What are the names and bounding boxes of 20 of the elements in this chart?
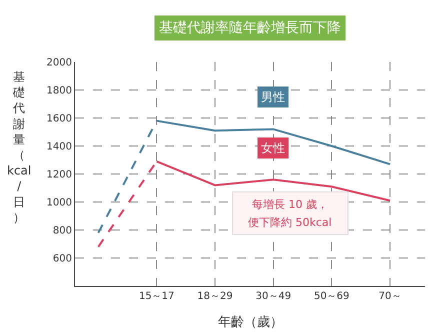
annotation: 每增長 10 歲，: [252, 198, 328, 211]
chart-title: 基礎代謝率隨年齡增長而下降: [159, 20, 341, 36]
y-tick-label: 800: [52, 226, 72, 236]
y-tick-label: 2000: [46, 58, 72, 68]
annotation: 便下降約 50kcal: [248, 216, 332, 229]
y-tick-label: 1600: [46, 114, 72, 124]
x-tick-label: 30～49: [256, 291, 292, 302]
text: 女性: [261, 141, 285, 155]
y-tick-label: 1400: [46, 142, 72, 152]
y-tick-label: 1200: [46, 170, 72, 180]
y-tick-label: 1000: [46, 198, 72, 208]
y-tick-label: 600: [52, 254, 72, 264]
text: 基礎代謝量（kcal/日）: [7, 70, 32, 224]
x-tick-label: 18～29: [197, 291, 233, 302]
text: 男性: [261, 90, 285, 104]
x-tick-label: 15～17: [138, 291, 174, 302]
x-tick-label: 50～69: [314, 291, 350, 302]
x-tick-label: 70～: [378, 291, 402, 302]
x-axis-title: 年齡（歲）: [218, 315, 283, 330]
y-tick-label: 1800: [46, 86, 72, 96]
